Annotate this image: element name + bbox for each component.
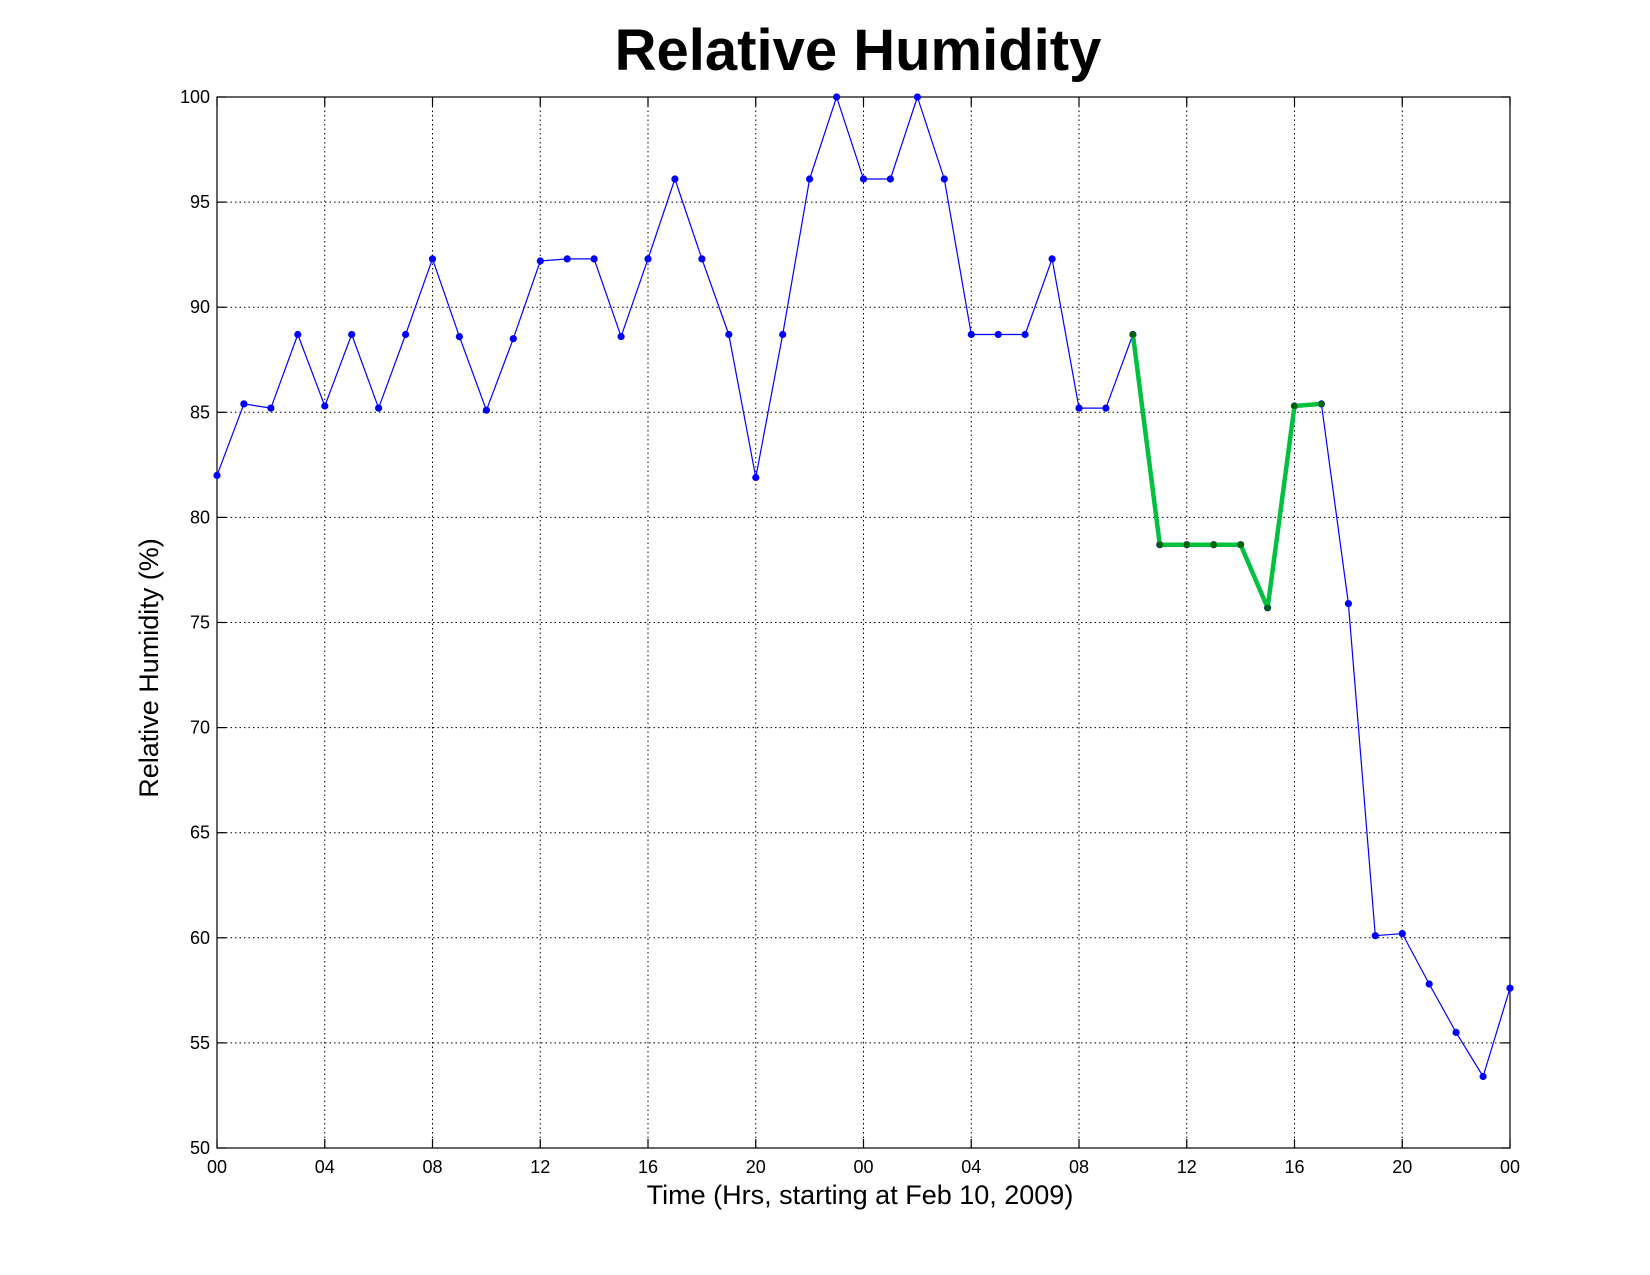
- data-point-1: [1102, 404, 1110, 412]
- data-point-1: [428, 255, 437, 263]
- data-point-1: [1506, 984, 1514, 992]
- data-point-1: [240, 400, 248, 408]
- data-point-1: [967, 330, 975, 339]
- data-point-1: [752, 473, 760, 482]
- data-point-1: [213, 471, 221, 479]
- data-point-2: [1264, 604, 1271, 611]
- data-point-1: [1048, 255, 1056, 263]
- data-point-1: [509, 335, 517, 343]
- data-point-1: [402, 330, 410, 339]
- data-point-1: [1425, 980, 1433, 988]
- y-tick-label: 50: [190, 1138, 210, 1158]
- data-series: [213, 93, 1514, 1081]
- data-point-1: [913, 93, 922, 101]
- x-tick-label: 04: [315, 1157, 335, 1177]
- data-point-1: [617, 333, 625, 341]
- data-point-1: [536, 257, 544, 265]
- x-tick-label: 20: [746, 1157, 766, 1177]
- data-point-1: [806, 175, 814, 183]
- y-tick-label: 70: [190, 718, 210, 738]
- data-point-1: [671, 175, 679, 183]
- data-point-1: [994, 330, 1002, 339]
- data-point-1: [779, 330, 787, 339]
- y-tick-label: 85: [190, 402, 210, 422]
- series-line-2: [1130, 334, 1322, 611]
- x-tick-label: 20: [1392, 1157, 1412, 1177]
- x-tick-label: 16: [638, 1157, 658, 1177]
- x-tick-label: 04: [961, 1157, 981, 1177]
- data-point-1: [886, 175, 895, 183]
- data-point-2: [1291, 402, 1298, 410]
- data-point-1: [644, 255, 652, 263]
- y-tick-label: 75: [190, 613, 210, 633]
- x-axis-label: Time (Hrs, starting at Feb 10, 2009): [647, 1180, 1074, 1210]
- data-point-2: [1156, 541, 1164, 548]
- tick-labels: 50 55 60 65 70 75 80 85 90 95 100 00 04 08 12 16 20 00 04 0…: [180, 87, 1520, 1177]
- data-point-1: [267, 404, 275, 412]
- plot-axes: [216, 96, 1511, 1149]
- data-point-1: [1075, 404, 1083, 412]
- data-point-1: [590, 255, 598, 263]
- x-tick-label: 16: [1284, 1157, 1304, 1177]
- y-tick-label: 90: [190, 297, 210, 317]
- plot-frame: [216, 96, 1511, 1149]
- chart-title: Relative Humidity: [615, 18, 1102, 83]
- data-point-1: [348, 330, 356, 339]
- x-tick-label: 12: [530, 1157, 550, 1177]
- data-point-1: [294, 330, 302, 339]
- data-point-2: [1318, 400, 1325, 408]
- data-point-2: [1183, 541, 1191, 548]
- y-tick-label: 95: [190, 192, 210, 212]
- x-tick-label: 00: [1500, 1157, 1520, 1177]
- data-point-1: [859, 175, 868, 183]
- data-point-1: [1479, 1072, 1487, 1081]
- data-point-1: [940, 175, 948, 183]
- y-tick-label: 55: [190, 1033, 210, 1053]
- y-axis-label: Relative Humidity (%): [134, 538, 164, 798]
- data-point-1: [321, 402, 329, 410]
- data-point-2: [1237, 541, 1244, 548]
- data-point-1: [1398, 930, 1406, 938]
- x-tick-label: 12: [1177, 1157, 1197, 1177]
- data-point-1: [1452, 1028, 1460, 1036]
- x-tick-label: 00: [853, 1157, 873, 1177]
- y-tick-label: 80: [190, 507, 210, 527]
- data-point-1: [1021, 330, 1029, 339]
- data-point-2: [1210, 541, 1217, 548]
- data-point-1: [698, 255, 706, 263]
- data-point-1: [1344, 600, 1352, 608]
- x-tick-label: 08: [422, 1157, 442, 1177]
- data-point-1: [455, 333, 463, 341]
- data-point-2: [1129, 331, 1137, 338]
- data-point-1: [563, 255, 571, 263]
- data-point-1: [833, 93, 841, 101]
- data-point-1: [725, 330, 733, 339]
- x-tick-label: 00: [207, 1157, 227, 1177]
- y-tick-label: 60: [190, 928, 210, 948]
- y-tick-label: 65: [190, 823, 210, 843]
- data-point-1: [482, 406, 490, 414]
- y-tick-label: 100: [180, 87, 210, 107]
- x-tick-label: 08: [1069, 1157, 1089, 1177]
- data-point-1: [1371, 932, 1379, 940]
- data-point-1: [375, 404, 383, 412]
